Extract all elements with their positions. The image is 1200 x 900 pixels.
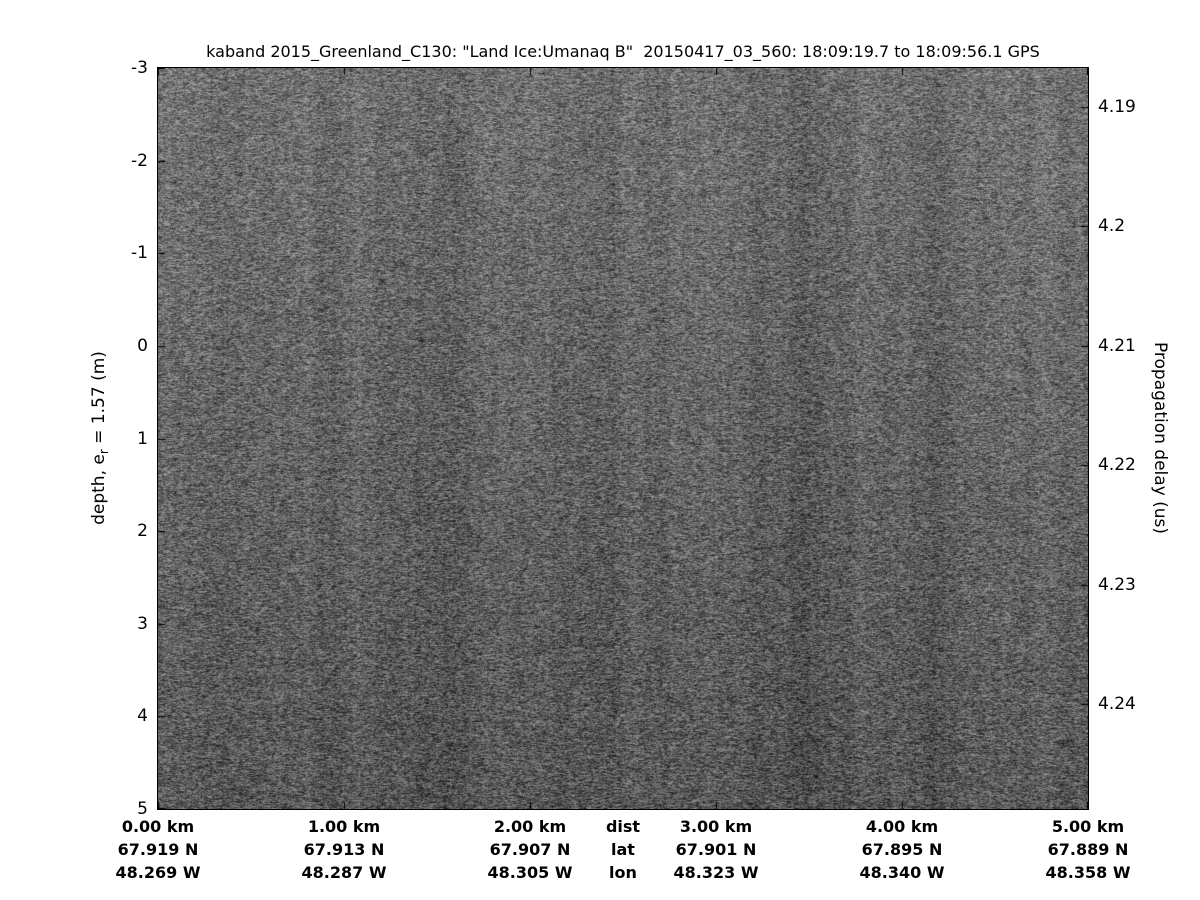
x-axis-lon-label: 48.287 W [301, 863, 387, 882]
figure-title: kaband 2015_Greenland_C130: "Land Ice:Um… [206, 42, 1040, 61]
right-axis-tick-label: 4.23 [1098, 574, 1136, 595]
x-axis-tick-column: 0.00 km 67.919 N 48.269 W [116, 815, 201, 884]
x-axis-row-headers: dist lat lon [606, 815, 640, 884]
x-axis-lon-label: 48.358 W [1045, 863, 1131, 882]
x-axis-tick-column: 4.00 km 67.895 N 48.340 W [860, 815, 945, 884]
right-axis-title: Propagation delay (us) [1150, 341, 1170, 535]
left-axis-tick-label: 5 [137, 799, 148, 819]
echogram-canvas [158, 68, 1088, 809]
left-axis-tick-label: 2 [137, 521, 148, 542]
x-axis-lat-label: 67.913 N [303, 840, 385, 859]
x-axis-lon-label: lon [609, 863, 637, 882]
left-axis-title-pre: depth, e [88, 454, 109, 525]
x-axis-tick-column: 2.00 km 67.907 N 48.305 W [488, 815, 573, 884]
x-axis-lat-label: 67.889 N [1047, 840, 1129, 859]
left-axis-tick-label: -2 [131, 150, 148, 171]
x-axis-km-label: dist [605, 817, 641, 836]
x-axis-lon-label: 48.305 W [487, 863, 573, 882]
x-axis-km-label: 3.00 km [679, 817, 753, 836]
echogram-plot-area [157, 67, 1089, 810]
x-axis-tick-column: 1.00 km 67.913 N 48.287 W [302, 815, 387, 884]
left-axis-tick-label: 1 [137, 428, 148, 449]
x-axis-tick-column: 5.00 km 67.889 N 48.358 W [1046, 815, 1131, 884]
right-axis-tick-label: 4.21 [1098, 335, 1136, 356]
left-axis-tick-label: 0 [137, 335, 148, 356]
x-axis-km-label: 4.00 km [865, 817, 939, 836]
x-axis-lat-label: 67.895 N [861, 840, 943, 859]
right-axis-tick-label: 4.22 [1098, 455, 1136, 476]
left-axis-tick-label: -1 [131, 243, 148, 264]
x-axis-lat-label: 67.907 N [489, 840, 571, 859]
x-axis-km-label: 2.00 km [493, 817, 567, 836]
x-axis-lon-label: 48.269 W [115, 863, 201, 882]
x-axis-km-label: 0.00 km [121, 817, 195, 836]
x-axis-km-label: 1.00 km [307, 817, 381, 836]
right-axis-tick-label: 4.19 [1098, 97, 1136, 118]
x-axis-tick-column: 3.00 km 67.901 N 48.323 W [674, 815, 759, 884]
left-axis-title-sub: r [97, 449, 112, 455]
x-axis-km-label: 5.00 km [1051, 817, 1125, 836]
right-axis-tick-label: 4.2 [1098, 216, 1126, 237]
x-axis-lon-label: 48.340 W [859, 863, 945, 882]
left-axis-tick-label: -3 [131, 58, 148, 78]
x-axis-lat-label: 67.919 N [117, 840, 199, 859]
x-axis-lon-label: 48.323 W [673, 863, 759, 882]
left-axis-tick-label: 4 [137, 706, 148, 727]
x-axis-lat-label: 67.901 N [675, 840, 757, 859]
x-axis-lat-label: lat [611, 840, 635, 859]
left-axis-tick-label: 3 [137, 613, 148, 634]
right-axis-tick-label: 4.24 [1098, 694, 1136, 715]
